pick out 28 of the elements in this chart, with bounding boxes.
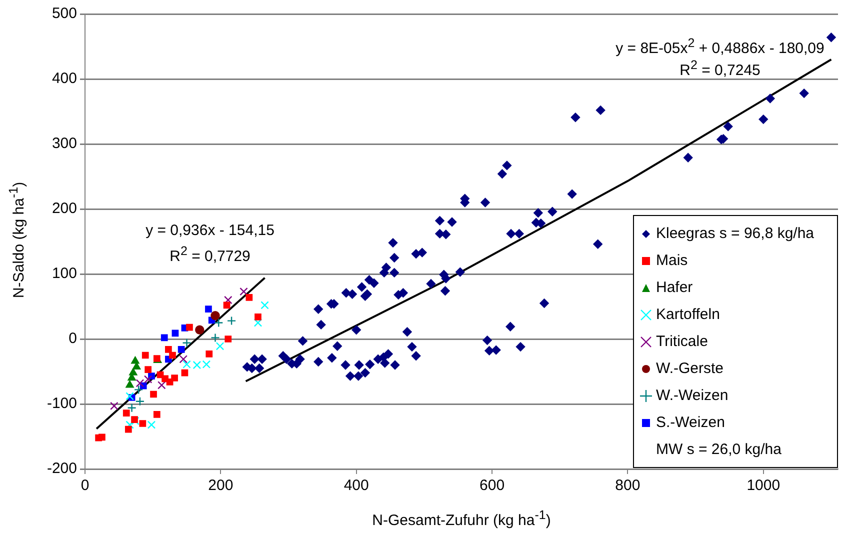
y-tick-label: 200 <box>52 200 77 218</box>
annotation: y = 8E-05x$^{2}$ + 0,4886x - 180,09 <box>614 36 826 57</box>
y-tick-label: 0 <box>68 330 77 348</box>
legend-label: Hafer <box>656 279 693 296</box>
y-tick-label: -100 <box>46 395 77 412</box>
x-tick-label: 1000 <box>746 477 780 494</box>
legend-label: W.-Gerste <box>656 360 724 377</box>
y-tick-label: -200 <box>46 460 77 478</box>
x-tick-label: 0 <box>80 477 90 494</box>
legend-label: Mais <box>656 252 688 269</box>
legend-label: Triticale <box>656 333 708 350</box>
x-tick-label: 400 <box>344 477 369 494</box>
annotation: R$^{2}$ = 0,7729 <box>168 244 252 265</box>
annotation: MW s = 26,0 kg/ha <box>655 440 782 460</box>
legend-label: S.-Weizen <box>656 414 725 431</box>
x-tick-label: 200 <box>208 477 234 494</box>
y-tick-label: 300 <box>52 135 77 152</box>
x-tick-label: 800 <box>615 477 640 494</box>
y-tick-label: 100 <box>52 265 77 282</box>
x-tick-label: 600 <box>480 477 505 494</box>
x-axis-title: N-Gesamt-Zufuhr (kg ha$^{-1}$) <box>371 508 552 529</box>
annotation: y = 0,936x - 154,15 <box>144 222 276 239</box>
annotation: R$^{2}$ = 0,7245 <box>678 58 762 79</box>
y-tick-label: 500 <box>52 5 77 22</box>
legend-label: Kleegras s = 96,8 kg/ha <box>656 225 814 242</box>
legend-label: W.-Weizen <box>656 387 728 404</box>
legend-label: Kartoffeln <box>656 306 720 323</box>
y-tick-label: 400 <box>52 70 77 88</box>
